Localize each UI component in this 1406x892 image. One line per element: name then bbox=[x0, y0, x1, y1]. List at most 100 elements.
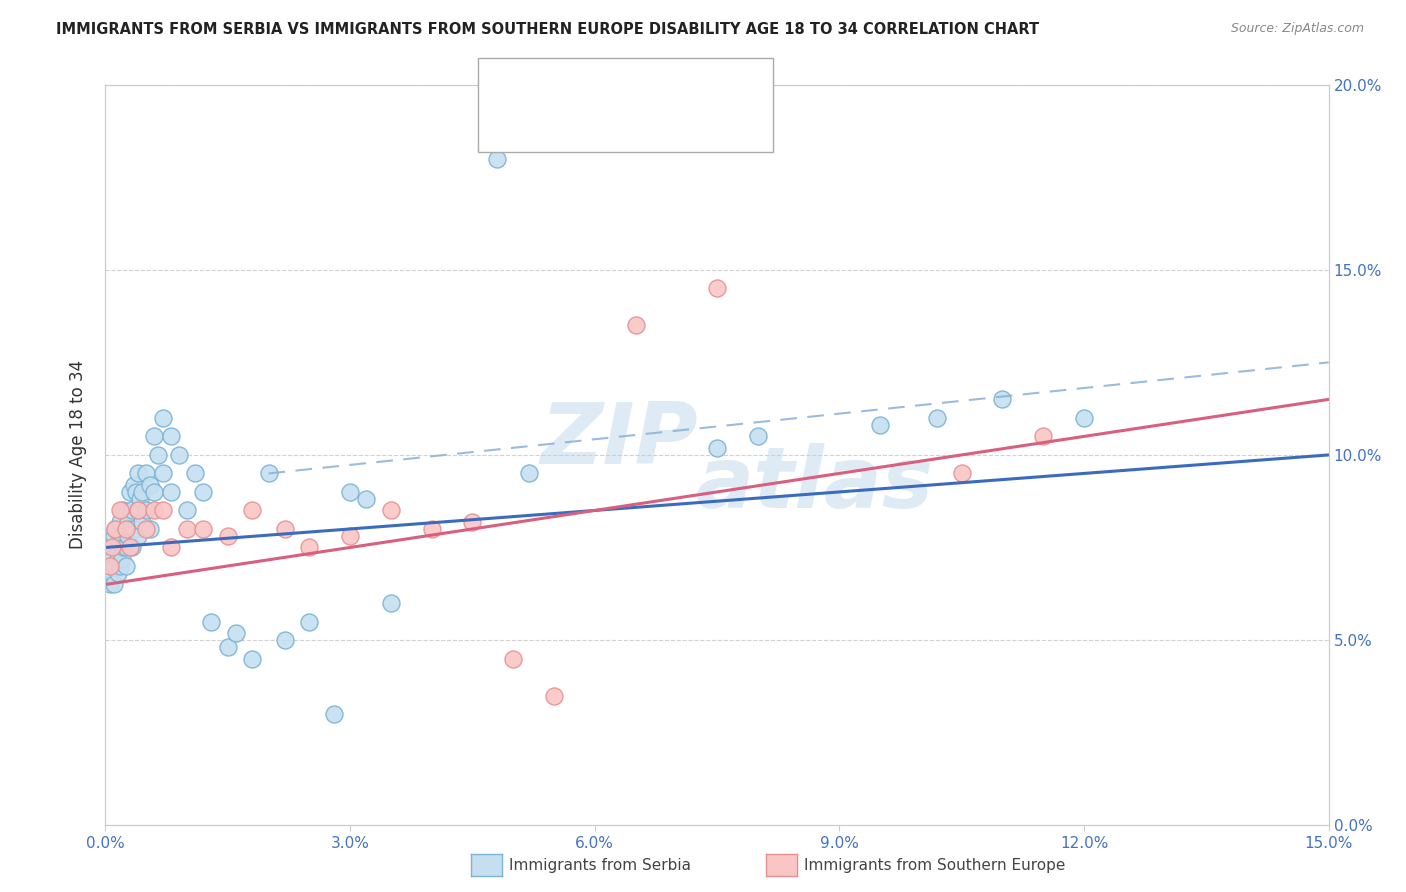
Point bbox=[108, 558, 131, 574]
Point bbox=[139, 477, 162, 491]
Point bbox=[143, 503, 166, 517]
Point bbox=[118, 522, 141, 536]
Point bbox=[485, 152, 508, 166]
Point bbox=[159, 541, 181, 555]
Point bbox=[869, 418, 891, 433]
Text: 27: 27 bbox=[654, 113, 675, 128]
Point bbox=[135, 522, 157, 536]
Point bbox=[101, 541, 124, 555]
Point bbox=[135, 467, 157, 481]
Text: ZIP: ZIP bbox=[540, 399, 697, 482]
Point bbox=[240, 651, 263, 665]
Point bbox=[502, 651, 524, 665]
Point bbox=[176, 522, 198, 536]
Text: Immigrants from Southern Europe: Immigrants from Southern Europe bbox=[804, 858, 1066, 872]
Point bbox=[380, 596, 402, 610]
Point bbox=[152, 503, 174, 517]
Point bbox=[117, 515, 139, 529]
Text: IMMIGRANTS FROM SERBIA VS IMMIGRANTS FROM SOUTHERN EUROPE DISABILITY AGE 18 TO 3: IMMIGRANTS FROM SERBIA VS IMMIGRANTS FRO… bbox=[56, 22, 1039, 37]
Point bbox=[98, 577, 121, 591]
Point bbox=[950, 467, 973, 481]
Point bbox=[339, 485, 361, 500]
Point bbox=[104, 522, 127, 536]
Point bbox=[420, 522, 443, 536]
Text: atlas: atlas bbox=[696, 443, 934, 526]
Point bbox=[747, 429, 769, 443]
Point bbox=[624, 318, 647, 333]
Point bbox=[127, 503, 149, 517]
Point bbox=[98, 558, 121, 574]
Point bbox=[103, 577, 125, 591]
Point bbox=[152, 467, 174, 481]
Point bbox=[131, 515, 153, 529]
Point bbox=[148, 448, 170, 462]
Point bbox=[112, 503, 135, 517]
Point bbox=[322, 706, 344, 721]
Point bbox=[107, 541, 129, 555]
Point bbox=[115, 522, 138, 536]
Point bbox=[176, 503, 198, 517]
Point bbox=[706, 281, 728, 295]
Point bbox=[184, 467, 207, 481]
Point bbox=[118, 541, 141, 555]
Point bbox=[380, 503, 402, 517]
Point bbox=[240, 503, 263, 517]
Point bbox=[101, 551, 124, 566]
Text: N =: N = bbox=[626, 113, 659, 128]
Point bbox=[125, 485, 148, 500]
Point bbox=[103, 529, 125, 543]
Point bbox=[104, 558, 127, 574]
Point bbox=[104, 522, 127, 536]
Text: R =: R = bbox=[538, 113, 572, 128]
Text: 71: 71 bbox=[654, 78, 675, 92]
Text: Source: ZipAtlas.com: Source: ZipAtlas.com bbox=[1230, 22, 1364, 36]
Point bbox=[107, 551, 129, 566]
Point bbox=[200, 615, 222, 629]
Point bbox=[225, 625, 247, 640]
Point bbox=[1032, 429, 1054, 443]
Point bbox=[108, 503, 131, 517]
Point bbox=[927, 411, 949, 425]
Point bbox=[103, 558, 125, 574]
Point bbox=[118, 485, 141, 500]
Point bbox=[117, 529, 139, 543]
Point bbox=[98, 558, 121, 574]
Point bbox=[112, 541, 135, 555]
Point bbox=[274, 522, 297, 536]
Point bbox=[706, 441, 728, 455]
Text: Immigrants from Serbia: Immigrants from Serbia bbox=[509, 858, 690, 872]
Point bbox=[115, 558, 138, 574]
Point bbox=[127, 503, 149, 517]
Point bbox=[122, 477, 145, 491]
Point bbox=[193, 522, 215, 536]
Point bbox=[461, 515, 484, 529]
Point bbox=[298, 615, 321, 629]
Point bbox=[143, 429, 166, 443]
Y-axis label: Disability Age 18 to 34: Disability Age 18 to 34 bbox=[69, 360, 87, 549]
Point bbox=[121, 503, 143, 517]
Point bbox=[98, 541, 121, 555]
Point bbox=[135, 503, 157, 517]
Point bbox=[111, 529, 134, 543]
Point bbox=[152, 411, 174, 425]
Point bbox=[143, 485, 166, 500]
Point bbox=[131, 485, 153, 500]
Text: 0.168: 0.168 bbox=[569, 78, 617, 92]
Point bbox=[217, 640, 239, 655]
Point bbox=[193, 485, 215, 500]
Point bbox=[298, 541, 321, 555]
Point bbox=[115, 522, 138, 536]
Point bbox=[127, 529, 149, 543]
Point bbox=[217, 529, 239, 543]
Text: R =: R = bbox=[538, 78, 572, 92]
Point bbox=[122, 522, 145, 536]
Point bbox=[991, 392, 1014, 407]
Text: 0.541: 0.541 bbox=[569, 113, 617, 128]
Point bbox=[339, 529, 361, 543]
Point bbox=[111, 551, 134, 566]
Point bbox=[519, 467, 541, 481]
Point bbox=[159, 429, 181, 443]
Point bbox=[108, 515, 131, 529]
Point bbox=[167, 448, 190, 462]
Point bbox=[274, 633, 297, 648]
